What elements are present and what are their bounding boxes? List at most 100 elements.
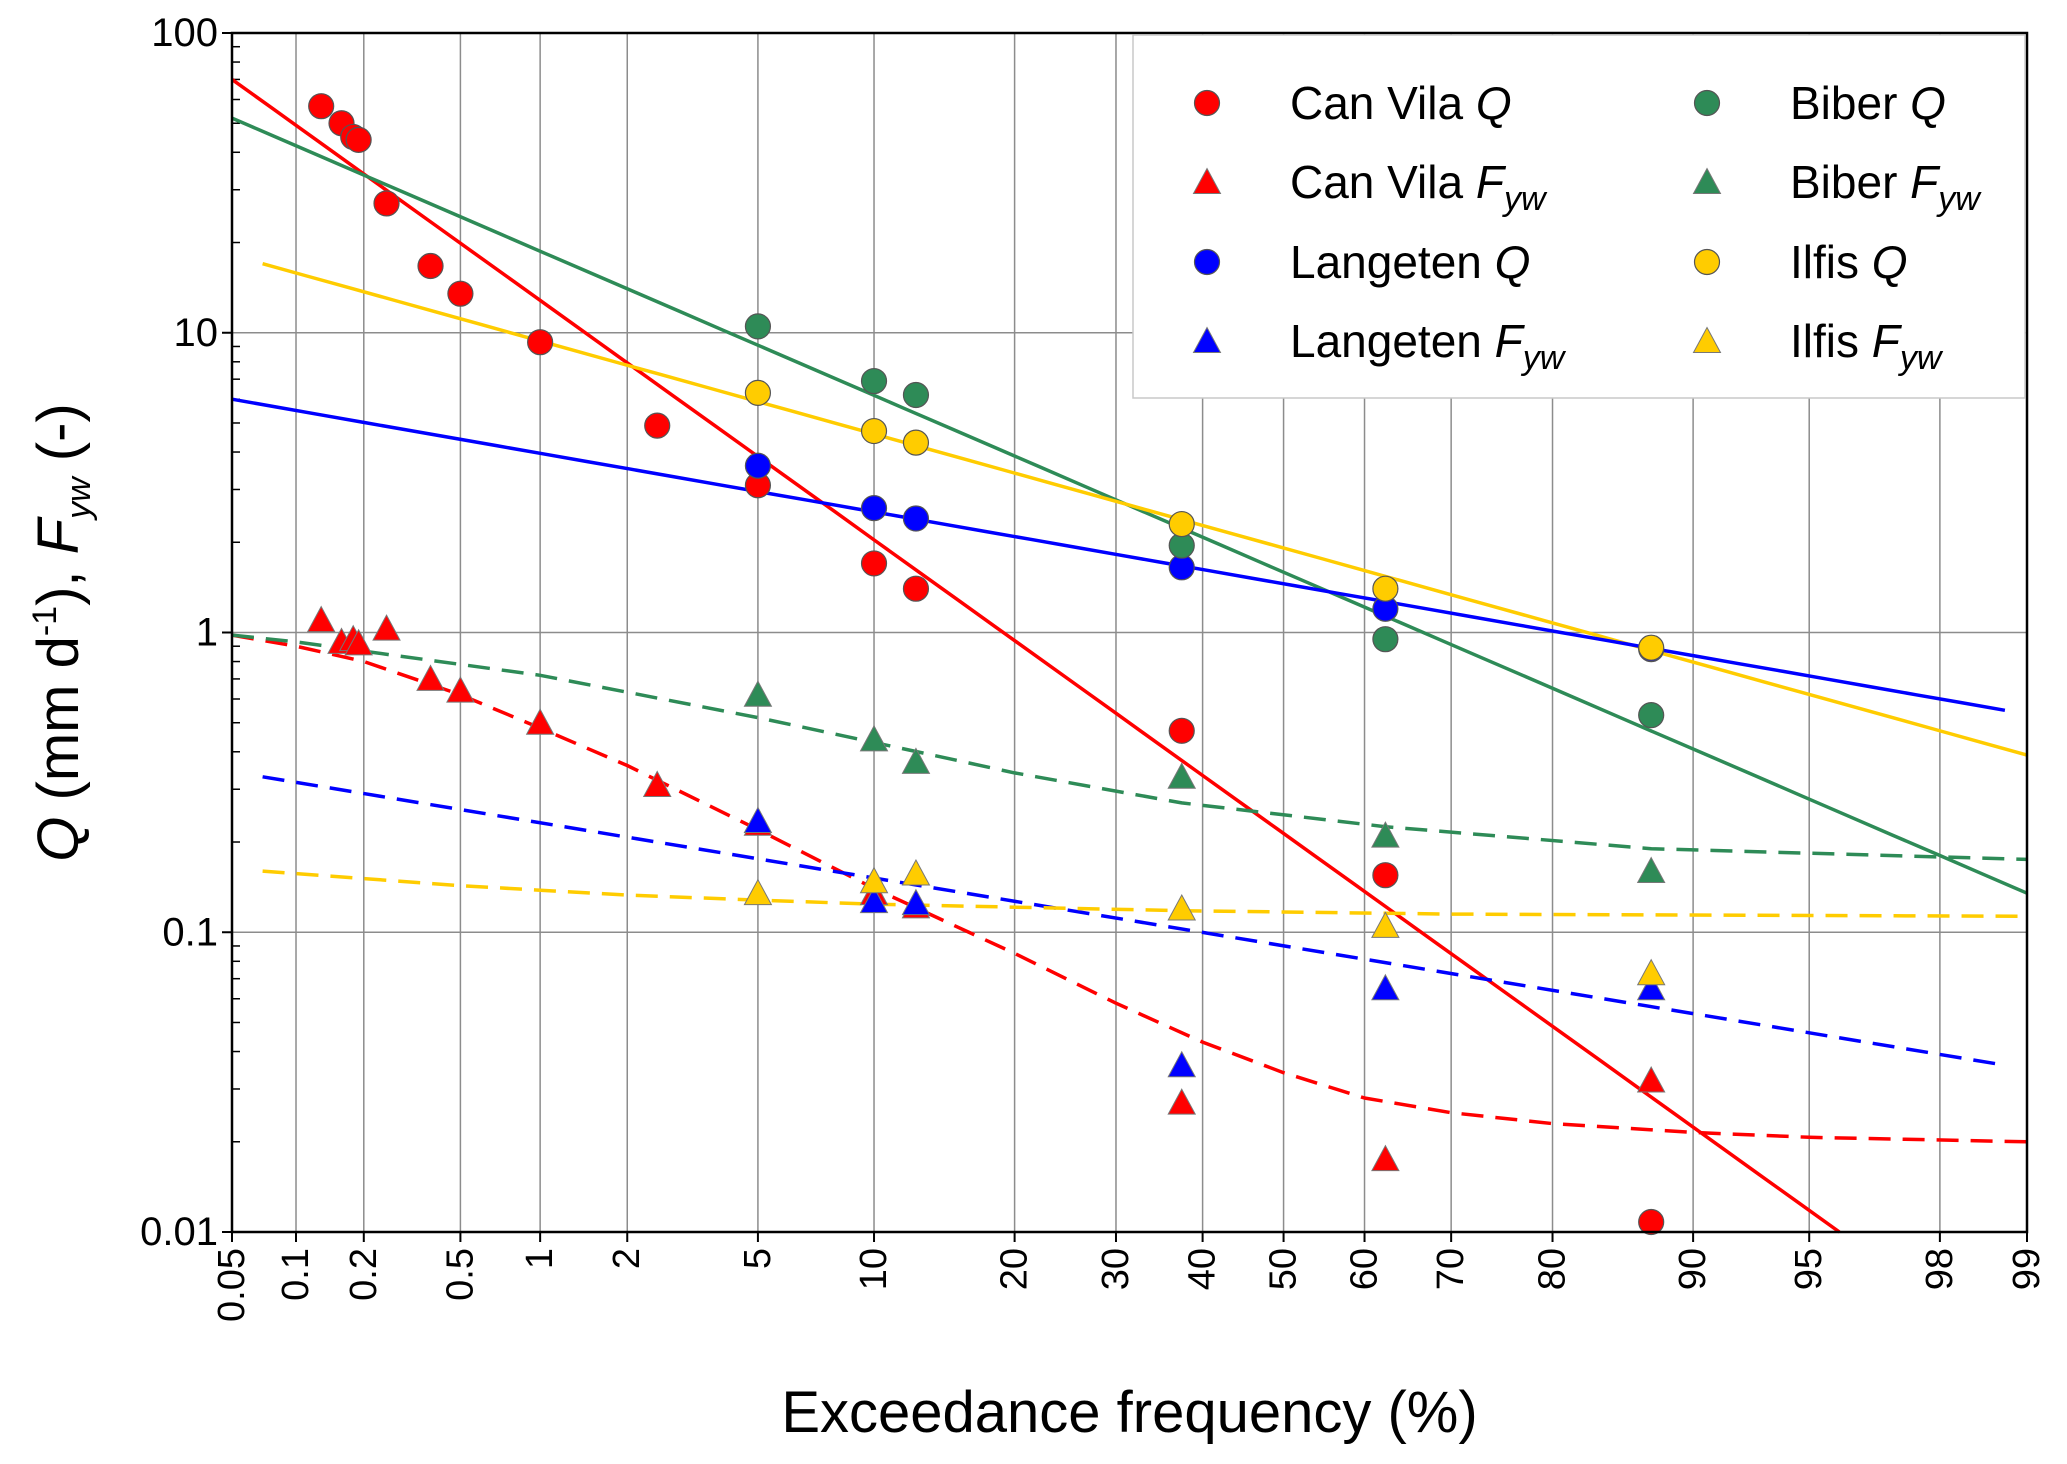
data-point <box>1636 856 1666 884</box>
data-point <box>373 190 400 217</box>
data-point <box>860 495 888 522</box>
data-point <box>1168 510 1195 538</box>
y-axis-title-unit-close: ), <box>26 554 91 606</box>
data-point <box>859 886 889 914</box>
x-tick-label: 50 <box>1263 1248 1305 1290</box>
x-tick-label: 0.05 <box>211 1248 253 1322</box>
data-point <box>1167 893 1197 921</box>
y-axis-title-f-sub: yw <box>60 475 98 521</box>
data-point <box>901 888 931 916</box>
y-axis-title-q: Q <box>26 817 91 862</box>
data-point <box>1372 862 1399 889</box>
data-point <box>1167 1050 1197 1078</box>
data-point <box>372 614 401 641</box>
data-point <box>642 770 672 797</box>
data-point <box>1371 821 1400 848</box>
data-point <box>1193 248 1221 276</box>
data-point <box>525 708 555 735</box>
data-point <box>446 676 475 703</box>
legend-label: Can Vila Q <box>1290 77 1512 129</box>
data-point <box>1692 326 1722 353</box>
data-point <box>344 628 373 656</box>
x-tick-label: 5 <box>737 1248 779 1269</box>
data-point <box>644 412 671 439</box>
data-point <box>306 605 336 633</box>
x-tick-label: 10 <box>853 1248 895 1290</box>
fit-line <box>231 397 2006 713</box>
x-tick-label: 0.1 <box>275 1248 317 1301</box>
legend-label: Biber Fyw <box>1790 156 1982 218</box>
y-axis-title-exponent: -1 <box>26 606 64 636</box>
fit-line <box>262 775 2006 1067</box>
data-point <box>902 505 930 532</box>
data-point <box>1693 89 1721 117</box>
data-point <box>1636 1066 1666 1093</box>
fit-line <box>262 262 2028 757</box>
data-point <box>1168 717 1195 744</box>
x-tick-label: 98 <box>1919 1248 1961 1290</box>
data-point <box>860 367 888 395</box>
x-tick-label: 90 <box>1672 1248 1714 1290</box>
x-tick-label: 0.5 <box>439 1248 481 1301</box>
data-point <box>1372 575 1399 602</box>
data-point <box>417 252 444 280</box>
fit-line <box>230 77 1841 1234</box>
x-axis-ticks: 0.05 0.1 0.2 0.5 1 2 5 10 20 30 40 50 60 70 80 90 95 98 99 <box>211 1232 2048 1322</box>
x-tick-label: 95 <box>1788 1248 1830 1290</box>
data-point <box>902 575 930 602</box>
data-point <box>743 806 773 833</box>
y-axis-title: Q (mm d-1), Fyw (-) <box>26 403 98 861</box>
x-tick-label: 1 <box>519 1248 561 1269</box>
data-point <box>527 329 554 356</box>
legend-box <box>1132 34 2026 399</box>
y-tick-label: 10 <box>174 311 219 355</box>
data-point <box>1371 911 1400 938</box>
data-point <box>1193 89 1221 117</box>
data-point <box>902 381 930 409</box>
y-tick-label: 0.01 <box>140 1210 218 1254</box>
data-point <box>1167 762 1197 789</box>
data-point <box>1192 326 1222 353</box>
x-axis-title: Exceedance frequency (%) <box>781 1380 1477 1445</box>
y-axis-title-f: F <box>26 515 91 554</box>
y-axis-title-tail: (-) <box>26 403 91 477</box>
data-point <box>860 417 888 445</box>
x-tick-label: 99 <box>2006 1248 2048 1290</box>
x-tick-label: 2 <box>606 1248 648 1269</box>
data-point <box>901 747 931 774</box>
data-point <box>859 724 889 752</box>
fit-line <box>231 633 2028 1144</box>
y-tick-label: 0.1 <box>162 910 218 954</box>
plot-frame <box>230 31 2029 1234</box>
data-point <box>1638 1208 1665 1236</box>
data-point <box>447 280 474 307</box>
data-point <box>1693 248 1721 276</box>
y-axis-title-unit: (mm d <box>26 636 91 816</box>
y-axis-ticks: 0.01 0.1 1 10 100 <box>140 11 240 1254</box>
data-point <box>744 452 772 479</box>
x-tick-label: 80 <box>1532 1248 1574 1290</box>
data-point <box>901 858 931 886</box>
legend-label: Ilfis Q <box>1790 236 1908 288</box>
data-point <box>1636 973 1666 1001</box>
data-point <box>416 664 445 691</box>
legend-label: Biber Q <box>1790 77 1946 129</box>
x-tick-label: 60 <box>1344 1248 1386 1290</box>
x-tick-label: 0.2 <box>343 1248 385 1301</box>
fit-lines <box>230 77 2028 1234</box>
fit-line <box>231 633 2028 862</box>
fit-line <box>262 869 2028 919</box>
legend-label: Langeten Q <box>1290 236 1530 288</box>
x-tick-label: 70 <box>1430 1248 1472 1290</box>
data-point <box>859 866 889 894</box>
data-point <box>1636 958 1666 986</box>
data-point <box>1638 634 1665 661</box>
data-point <box>743 680 773 707</box>
x-tick-label: 30 <box>1095 1248 1137 1290</box>
data-point <box>860 550 888 577</box>
x-tick-label: 40 <box>1182 1248 1224 1290</box>
y-tick-label: 100 <box>151 11 218 55</box>
x-tick-label: 20 <box>994 1248 1036 1290</box>
legend-label: Can Vila Fyw <box>1290 156 1548 218</box>
